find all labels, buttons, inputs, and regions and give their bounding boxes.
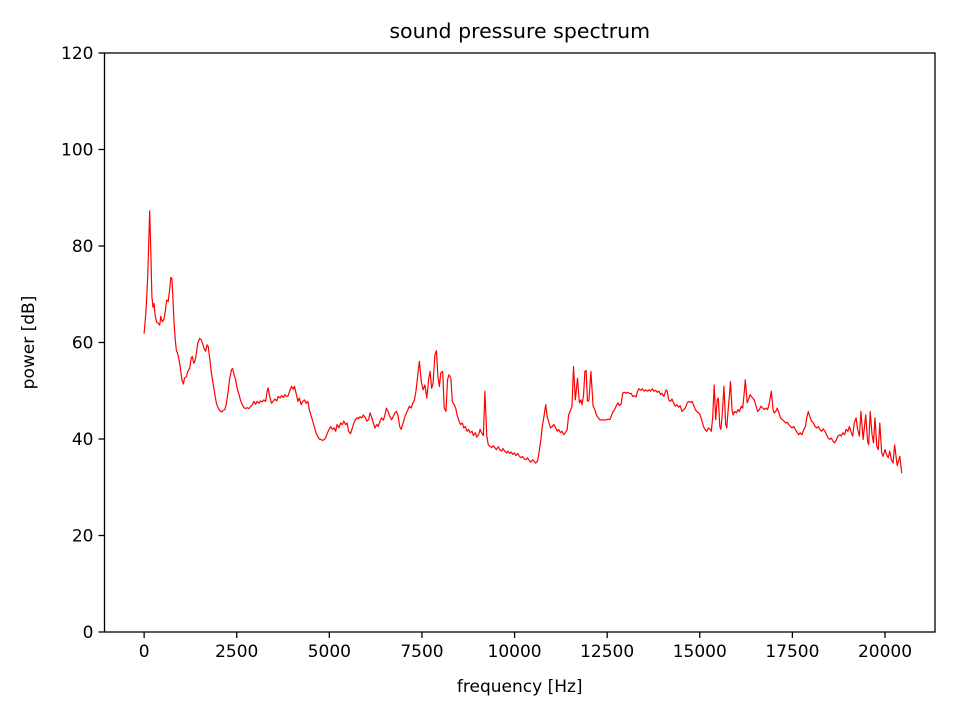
plot-border <box>103 52 936 633</box>
x-tick-label: 7500 <box>400 642 443 662</box>
x-axis-label: frequency [Hz] <box>457 677 583 697</box>
x-tick-label: 2500 <box>215 642 258 662</box>
y-tick-label: 40 <box>72 430 94 450</box>
axis-ticks: 0 2500 5000 7500 10000 12500 15000 17500 20000 0 2… <box>61 44 912 662</box>
x-tick-label: 15000 <box>673 642 727 662</box>
y-tick-label: 100 <box>61 141 93 161</box>
chart-title: sound pressure spectrum <box>389 19 650 43</box>
x-tick-label: 20000 <box>858 642 912 662</box>
y-tick-label: 20 <box>72 527 94 547</box>
y-tick-label: 80 <box>72 237 94 257</box>
x-tick-label: 17500 <box>765 642 819 662</box>
y-axis-label: power [dB] <box>19 296 39 390</box>
y-tick-label: 0 <box>83 623 94 643</box>
spectrum-line <box>143 210 903 474</box>
x-tick-label: 10000 <box>488 642 542 662</box>
x-tick-label: 12500 <box>580 642 634 662</box>
y-tick-label: 120 <box>61 44 93 64</box>
x-tick-label: 0 <box>139 642 150 662</box>
x-tick-label: 5000 <box>308 642 351 662</box>
y-tick-label: 60 <box>72 334 94 354</box>
